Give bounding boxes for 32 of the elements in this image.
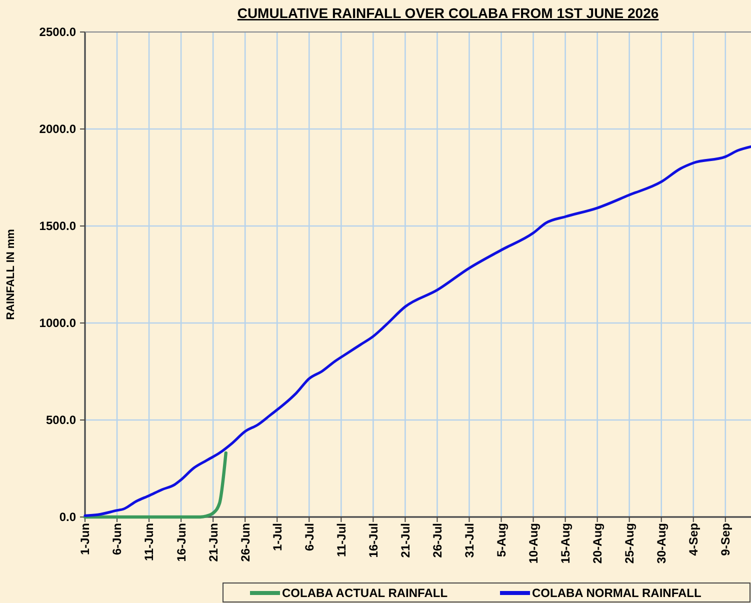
x-tick-label: 6-Jun	[110, 523, 124, 556]
x-tick-label: 16-Jun	[174, 523, 188, 562]
x-tick-label: 20-Aug	[590, 523, 605, 564]
chart-title: CUMULATIVE RAINFALL OVER COLABA FROM 1ST JUNE 2026	[237, 5, 659, 21]
x-tick-label: 30-Aug	[654, 523, 669, 564]
x-tick-label: 21-Jul	[398, 523, 412, 558]
x-tick-label: 1-Jul	[270, 523, 284, 552]
x-tick-label: 6-Jul	[302, 523, 316, 552]
legend-label: COLABA ACTUAL RAINFALL	[282, 586, 448, 600]
legend-label: COLABA NORMAL RAINFALL	[532, 586, 702, 600]
x-tick-label: 25-Aug	[622, 523, 637, 564]
x-tick-label: 21-Jun	[206, 523, 220, 562]
x-tick-label: 11-Jun	[142, 523, 156, 562]
x-tick-label: 9-Sep	[718, 523, 733, 556]
x-tick-label: 16-Jul	[366, 523, 380, 558]
x-tick-label: 26-Jun	[238, 523, 252, 562]
x-tick-label: 11-Jul	[334, 523, 348, 558]
line-series	[83, 451, 228, 519]
x-tick-label: 1-Jun	[78, 523, 92, 556]
y-tick-label: 500.0	[46, 413, 76, 428]
x-tick-label: 4-Sep	[686, 523, 701, 556]
x-tick-label: 26-Jul	[430, 523, 444, 558]
x-tick-label: 5-Aug	[494, 523, 508, 557]
y-tick-label: 0.0	[59, 510, 76, 524]
y-axis-title: RAINFALL IN mm	[5, 228, 17, 320]
y-tick-label: 2500.0	[39, 25, 76, 40]
y-tick-label: 1000.0	[39, 316, 76, 330]
y-tick-label: 2000.0	[39, 122, 76, 136]
x-tick-label: 31-Jul	[462, 523, 476, 558]
y-tick-label: 1500.0	[39, 219, 76, 234]
x-tick-label: 10-Aug	[526, 523, 540, 564]
x-tick-label: 15-Aug	[558, 523, 572, 564]
